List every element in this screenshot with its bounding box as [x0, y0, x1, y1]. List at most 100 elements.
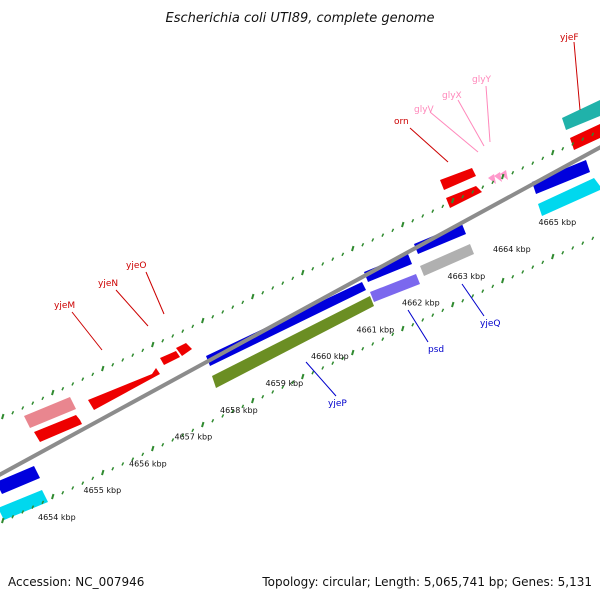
scale-label-2: 4656 kbp — [129, 459, 167, 468]
lower-track-tick — [401, 325, 405, 332]
gene-feature-red-right[interactable] — [570, 124, 600, 150]
lower-track-tick — [151, 445, 155, 452]
gene-feature-pink[interactable] — [24, 397, 76, 428]
lower-track-tick — [331, 361, 335, 365]
gene-feature-red-4[interactable] — [176, 343, 192, 356]
upper-track-tick — [91, 372, 95, 377]
upper-track-tick — [321, 262, 325, 266]
gene-label-glyY[interactable]: glyY — [472, 75, 492, 85]
upper-track-tick — [1, 413, 5, 420]
leader-yjeO — [145, 271, 165, 315]
lower-track-tick — [241, 404, 245, 409]
upper-track-tick — [211, 314, 215, 319]
lower-track-tick — [271, 390, 275, 394]
gene-feature-blue-2[interactable] — [364, 254, 412, 282]
gene-feature-red-orn[interactable] — [440, 168, 476, 190]
gene-feature-teal-yjeF[interactable] — [562, 100, 600, 130]
upper-track-tick — [61, 386, 65, 391]
gene-feature-red-5[interactable] — [446, 186, 482, 208]
gene-feature-blue-3[interactable] — [414, 224, 466, 254]
gene-feature-left-blue[interactable] — [0, 466, 40, 494]
lower-track-tick — [301, 373, 305, 380]
gene-feature-cyan-right[interactable] — [538, 178, 600, 216]
upper-track-tick — [551, 149, 555, 156]
lower-track-tick — [521, 270, 525, 274]
upper-track-tick — [491, 180, 495, 185]
upper-track-tick — [411, 218, 415, 223]
lower-track-tick — [121, 462, 125, 466]
leader-psd — [407, 309, 429, 343]
lower-track-tick — [31, 505, 35, 509]
gene-label-yjeF[interactable]: yjeF — [560, 33, 579, 43]
scale-label-0: 4654 kbp — [38, 513, 76, 522]
scale-label-4: 4658 kbp — [220, 406, 258, 415]
upper-track-tick — [271, 286, 275, 290]
leader-yjeQ — [461, 283, 485, 317]
scale-label-7: 4661 kbp — [357, 325, 395, 334]
gene-feature-purple-psd[interactable] — [370, 274, 420, 302]
upper-track-tick — [241, 300, 245, 305]
upper-track-tick — [181, 329, 185, 333]
lower-track-tick — [341, 356, 345, 361]
lower-track-tick — [191, 428, 195, 433]
lower-track-tick — [131, 457, 135, 461]
lower-track-tick — [411, 322, 415, 327]
gene-label-glyV[interactable]: glyV — [414, 105, 435, 115]
lower-track-tick — [1, 517, 5, 524]
upper-track-tick — [421, 214, 425, 218]
accession-text: Accession: NC_007946 — [8, 575, 144, 589]
gene-feature-green-yjeP[interactable] — [212, 296, 374, 388]
gene-label-yjeO[interactable]: yjeO — [126, 261, 146, 271]
gene-label-layer: yjeM yjeN yjeO orn glyV glyX glyY yjeF y… — [54, 33, 579, 409]
upper-track-tick — [11, 410, 15, 415]
upper-track-tick — [481, 185, 485, 189]
upper-track-tick — [251, 293, 255, 300]
gene-label-yjeM[interactable]: yjeM — [54, 301, 75, 311]
gene-label-yjeP[interactable]: yjeP — [328, 399, 347, 409]
scale-label-11: 4665 kbp — [539, 218, 577, 227]
gene-feature-blue-center[interactable] — [206, 282, 366, 366]
upper-track-tick — [401, 221, 405, 228]
gene-label-glyX[interactable]: glyX — [442, 91, 462, 101]
lower-track-tick — [461, 298, 465, 303]
upper-track-tick — [581, 137, 585, 141]
lower-track-tick — [41, 500, 45, 505]
lower-track-tick — [141, 452, 145, 457]
gene-feature-glyX[interactable] — [494, 172, 502, 182]
lower-track-tick — [391, 332, 395, 337]
gene-label-yjeN[interactable]: yjeN — [98, 279, 118, 289]
lower-track-tick — [71, 486, 75, 490]
gene-label-psd[interactable]: psd — [428, 345, 444, 355]
scale-layer: 4654 kbp 4655 kbp 4656 kbp 4657 kbp 4658 kbp… — [38, 218, 576, 522]
upper-track-tick — [221, 310, 225, 314]
lower-track-tick — [561, 250, 565, 255]
upper-track-tick — [561, 146, 565, 151]
upper-track-tick — [351, 245, 355, 252]
leader-yjeM — [71, 311, 103, 351]
gene-feature-gray-yjeQ[interactable] — [420, 244, 474, 276]
lower-track-tick — [501, 277, 505, 284]
upper-track-tick — [161, 338, 165, 343]
scale-label-6: 4660 kbp — [311, 352, 349, 361]
upper-track-tick — [431, 209, 435, 213]
upper-track-tick — [541, 156, 545, 161]
lower-track-tick — [161, 442, 165, 447]
gene-feature-left-cyan[interactable] — [0, 490, 48, 520]
gene-feature-red-2[interactable] — [88, 368, 160, 410]
lower-track-tick — [61, 490, 65, 495]
gene-feature-blue-right[interactable] — [532, 160, 590, 194]
lower-track-tick — [471, 294, 475, 298]
lower-track-tick — [11, 514, 15, 519]
lower-track-tick — [491, 284, 495, 289]
scale-label-3: 4657 kbp — [175, 433, 213, 442]
gene-label-orn[interactable]: orn — [394, 117, 409, 127]
upper-track-tick — [281, 281, 285, 285]
upper-track-tick — [441, 204, 445, 209]
lower-track-tick — [181, 433, 185, 437]
gene-feature-red-3[interactable] — [160, 351, 180, 365]
gene-label-yjeQ[interactable]: yjeQ — [480, 319, 500, 329]
gene-feature-red-1[interactable] — [34, 415, 82, 442]
lower-track-tick — [81, 481, 85, 485]
upper-track-tick — [461, 194, 465, 199]
